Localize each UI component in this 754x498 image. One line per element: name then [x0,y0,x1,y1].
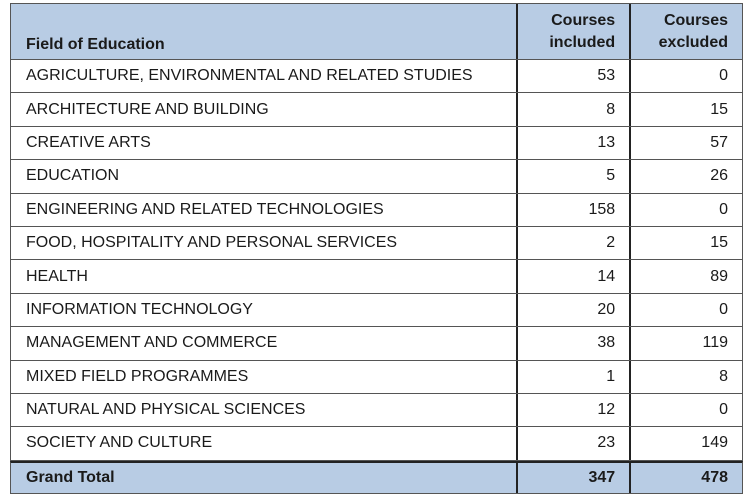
table-row: AGRICULTURE, ENVIRONMENTAL AND RELATED S… [11,60,742,93]
table-row: HEALTH 14 89 [11,260,742,293]
row-field: NATURAL AND PHYSICAL SCIENCES [11,394,516,426]
cut-off-caption-line [0,493,754,498]
courses-table: Field of Education Courses included Cour… [10,3,743,494]
row-included: 38 [516,327,629,359]
table-row: MIXED FIELD PROGRAMMES 1 8 [11,361,742,394]
row-field: MANAGEMENT AND COMMERCE [11,327,516,359]
row-field: EDUCATION [11,160,516,192]
row-excluded: 0 [629,394,742,426]
row-excluded: 0 [629,294,742,326]
table-row: NATURAL AND PHYSICAL SCIENCES 12 0 [11,394,742,427]
row-included: 13 [516,127,629,159]
row-excluded: 119 [629,327,742,359]
row-field: AGRICULTURE, ENVIRONMENTAL AND RELATED S… [11,60,516,92]
header-field-of-education: Field of Education [11,4,516,59]
row-included: 23 [516,427,629,459]
table-row: ARCHITECTURE AND BUILDING 8 15 [11,93,742,126]
row-field: MIXED FIELD PROGRAMMES [11,361,516,393]
row-included: 8 [516,93,629,125]
row-field: FOOD, HOSPITALITY AND PERSONAL SERVICES [11,227,516,259]
row-excluded: 0 [629,194,742,226]
row-excluded: 149 [629,427,742,459]
row-included: 2 [516,227,629,259]
header-courses-included-label: Courses included [549,10,615,54]
table-row: FOOD, HOSPITALITY AND PERSONAL SERVICES 2… [11,227,742,260]
row-excluded: 15 [629,227,742,259]
row-excluded: 89 [629,260,742,292]
row-field: SOCIETY AND CULTURE [11,427,516,459]
row-excluded: 57 [629,127,742,159]
grand-total-excluded: 478 [629,463,742,493]
row-excluded: 15 [629,93,742,125]
table-header: Field of Education Courses included Cour… [10,3,743,60]
row-included: 5 [516,160,629,192]
row-included: 53 [516,60,629,92]
table-row: SOCIETY AND CULTURE 23 149 [11,427,742,460]
row-field: CREATIVE ARTS [11,127,516,159]
row-excluded: 26 [629,160,742,192]
row-field: HEALTH [11,260,516,292]
grand-total-included: 347 [516,463,629,493]
row-excluded: 8 [629,361,742,393]
table-row: MANAGEMENT AND COMMERCE 38 119 [11,327,742,360]
row-included: 14 [516,260,629,292]
header-courses-excluded: Courses excluded [629,4,742,59]
table-row: INFORMATION TECHNOLOGY 20 0 [11,294,742,327]
table-body: AGRICULTURE, ENVIRONMENTAL AND RELATED S… [10,60,743,461]
grand-total-label: Grand Total [11,463,516,493]
row-field: ARCHITECTURE AND BUILDING [11,93,516,125]
row-field: ENGINEERING AND RELATED TECHNOLOGIES [11,194,516,226]
table-row: CREATIVE ARTS 13 57 [11,127,742,160]
row-included: 12 [516,394,629,426]
row-excluded: 0 [629,60,742,92]
row-included: 20 [516,294,629,326]
row-included: 158 [516,194,629,226]
table-row: ENGINEERING AND RELATED TECHNOLOGIES 158 0 [11,194,742,227]
row-included: 1 [516,361,629,393]
grand-total-row: Grand Total 347 478 [10,461,743,494]
table-row: EDUCATION 5 26 [11,160,742,193]
header-courses-excluded-label: Courses excluded [659,10,728,54]
row-field: INFORMATION TECHNOLOGY [11,294,516,326]
header-courses-included: Courses included [516,4,629,59]
